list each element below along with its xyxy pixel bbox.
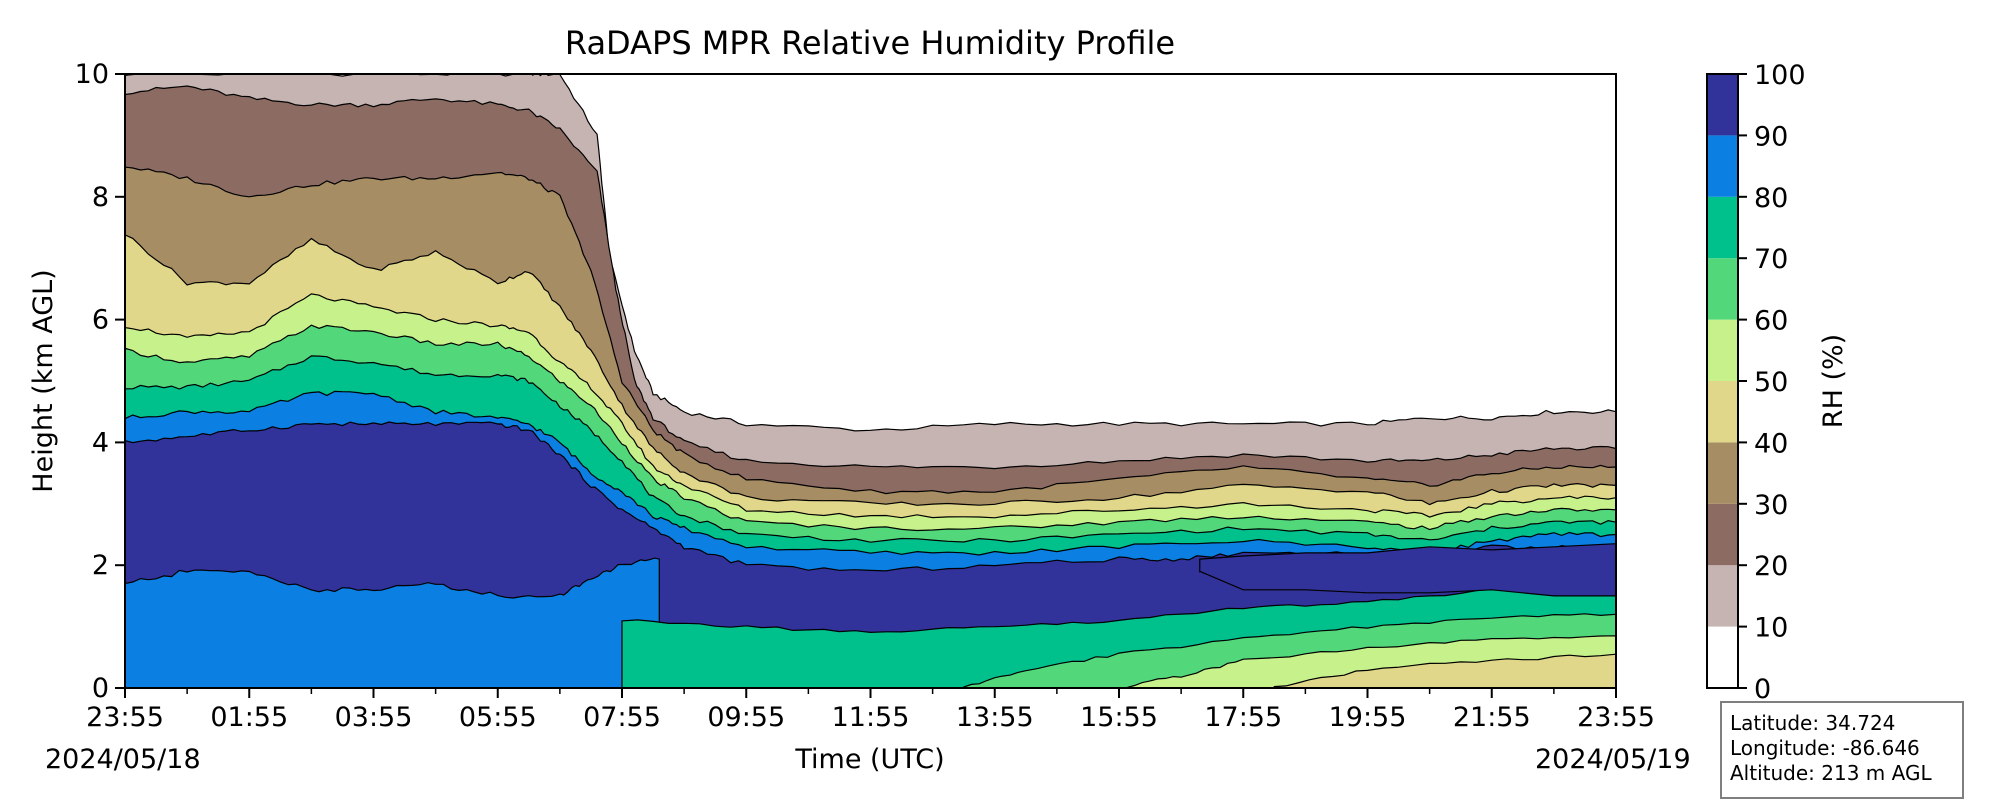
y-axis: 0 2 4 6 8 10 [75,59,125,704]
x-axis: 23:55 01:55 03:55 05:55 07:55 09:55 11:55 13:55… [86,688,1655,733]
colorbar-segment-80-90 [1707,135,1738,197]
colorbar-segment-10-20 [1707,565,1738,627]
colorbar-segment-90-100 [1707,74,1738,136]
colorbar-tick-label: 50 [1754,367,1788,398]
colorbar-tick-label: 70 [1754,244,1788,275]
y-tick-label: 2 [92,550,109,581]
colorbar-tick-label: 40 [1754,428,1788,459]
x-tick-label: 19:55 [1329,702,1407,733]
colorbar-tick-label: 20 [1754,551,1788,582]
colorbar-segment-50-60 [1707,319,1738,381]
x-tick-label: 09:55 [707,702,785,733]
x-tick-label: 13:55 [956,702,1034,733]
surface-layer-rh-40 [1273,653,1616,688]
x-tick-label: 11:55 [832,702,910,733]
x-tick-label: 23:55 [1577,702,1655,733]
y-tick-label: 10 [75,59,109,90]
colorbar-segment-60-70 [1707,258,1738,320]
colorbar-tick-label: 0 [1754,674,1771,705]
longitude-text: Longitude: -86.646 [1730,736,1920,760]
x-tick-label: 17:55 [1204,702,1282,733]
colorbar-tick-label: 100 [1754,60,1806,91]
y-tick-label: 0 [92,673,109,704]
x-tick-label: 03:55 [335,702,413,733]
colorbar-tick-label: 60 [1754,306,1788,337]
start-date-label: 2024/05/18 [45,744,201,775]
colorbar-segment-40-50 [1707,381,1738,443]
x-tick-label: 15:55 [1080,702,1158,733]
colorbar-segment-70-80 [1707,196,1738,259]
y-tick-label: 4 [92,427,109,458]
colorbar-segment-0-10 [1707,626,1738,688]
colorbar-tick-label: 90 [1754,121,1788,152]
y-tick-label: 8 [92,182,109,213]
x-tick-label: 23:55 [86,702,164,733]
contour-layers [125,74,1616,688]
y-tick-label: 6 [92,305,109,336]
altitude-text: Altitude: 213 m AGL [1730,761,1932,785]
colorbar-tick-label: 10 [1754,613,1788,644]
colorbar-segment-20-30 [1707,503,1738,566]
x-tick-label: 21:55 [1453,702,1531,733]
evening-saturated-layer [1199,543,1616,597]
chart-title: RaDAPS MPR Relative Humidity Profile [565,24,1175,62]
contour-layer-rh-80-lower [125,557,660,688]
colorbar-segment-30-40 [1707,442,1738,504]
colorbar-label: RH (%) [1818,334,1849,428]
station-info-box: Latitude: 34.724 Longitude: -86.646 Alti… [1720,701,1964,799]
y-axis-label: Height (km AGL) [28,269,59,492]
x-tick-label: 07:55 [583,702,661,733]
plot-area [125,74,1616,688]
colorbar-tick-label: 80 [1754,183,1788,214]
x-tick-label: 01:55 [210,702,288,733]
colorbar: 0 10 20 30 40 50 60 70 80 90 100 [1706,60,1806,705]
x-tick-label: 05:55 [459,702,537,733]
colorbar-tick-label: 30 [1754,490,1788,521]
latitude-text: Latitude: 34.724 [1730,711,1896,735]
end-date-label: 2024/05/19 [1535,744,1691,775]
x-axis-label: Time (UTC) [794,744,944,775]
